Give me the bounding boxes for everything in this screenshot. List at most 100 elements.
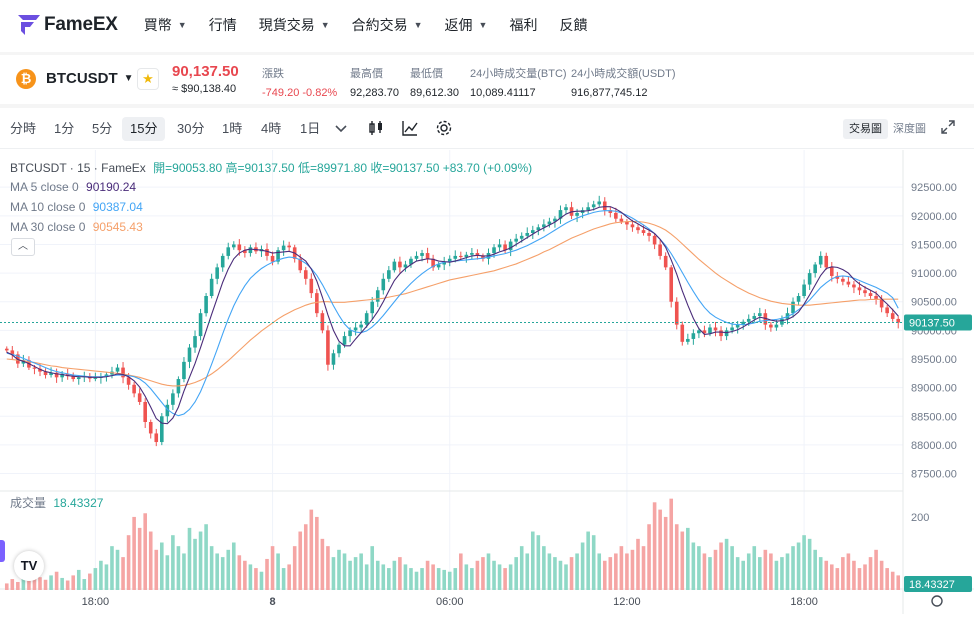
chevron-down-icon[interactable]	[332, 119, 350, 137]
volume-bar	[470, 568, 474, 590]
candle-body	[852, 284, 856, 288]
legend-ma30: MA 30 close 0 90545.43	[10, 220, 143, 234]
tf-30m[interactable]: 30分	[177, 121, 205, 136]
indicator-icon[interactable]	[401, 119, 419, 137]
y-tick-label: 91500.00	[911, 239, 957, 251]
volume-bar	[591, 535, 596, 590]
candle-body	[885, 307, 889, 314]
nav-feedback[interactable]: 反饋	[559, 15, 587, 35]
nav-label: 買幣	[143, 17, 172, 33]
nav-label: 現貨交易	[258, 17, 315, 33]
settings-gear-icon[interactable]	[435, 119, 453, 137]
volume-bar	[409, 568, 413, 590]
volume-bar	[464, 564, 469, 590]
volume-bar	[852, 560, 856, 590]
volume-bar	[719, 542, 723, 590]
candle-body	[752, 316, 757, 319]
nav-label: 反饋	[559, 17, 588, 33]
nav-spot-trading[interactable]: 現貨交易 ▼	[259, 15, 330, 35]
view-trading-chart-button[interactable]: 交易圖	[843, 119, 888, 139]
stat-value: -749.20 -0.82%	[262, 87, 338, 99]
volume-bar	[348, 560, 352, 590]
candle-body	[481, 255, 485, 259]
volume-bar	[508, 564, 513, 590]
candle-body	[375, 290, 380, 302]
volume-bar	[121, 557, 125, 590]
candle-body	[364, 313, 369, 325]
chevron-down-icon: ▼	[320, 20, 330, 30]
volume-bar	[137, 527, 142, 590]
volume-bar	[841, 557, 845, 590]
favorite-star-icon[interactable]: ★	[137, 68, 159, 90]
candle-body	[65, 373, 70, 377]
volume-bar	[758, 557, 762, 590]
candle-body	[182, 361, 186, 380]
candle-body	[758, 313, 762, 317]
volume-bar	[370, 546, 375, 590]
tf-1m[interactable]: 1分	[54, 121, 75, 136]
candle-body	[248, 247, 253, 254]
volume-bar	[553, 557, 557, 590]
chart-settings-icon[interactable]	[931, 595, 943, 607]
fameex-logo[interactable]: FameEX	[18, 14, 118, 36]
chart-canvas[interactable]: 92500.00 92000.00 91500.00 91000.00 90500.00…	[0, 150, 974, 614]
tf-5m[interactable]: 5分	[92, 121, 113, 136]
y-tick-label: 89000.00	[911, 383, 957, 395]
volume-bar	[547, 553, 552, 590]
candle-body	[315, 293, 319, 314]
candlestick-chart[interactable]: 92500.00 92000.00 91500.00 91000.00 90500.00…	[0, 150, 974, 614]
tf-1d[interactable]: 1日	[300, 121, 321, 136]
volume-bar	[359, 553, 363, 590]
volume-bar	[708, 557, 712, 590]
candle-body	[359, 324, 363, 328]
candle-body	[625, 221, 629, 225]
nav-rewards[interactable]: 福利	[509, 15, 537, 35]
volume-bar	[71, 575, 76, 590]
volume-bar	[237, 555, 242, 590]
volume-bar	[691, 542, 696, 590]
nav-markets[interactable]: 行情	[209, 15, 237, 35]
stat-value: 89,612.30	[410, 87, 459, 99]
candle-body	[503, 244, 507, 251]
view-depth-chart-button[interactable]: 深度圖	[893, 123, 926, 135]
candle-body	[746, 318, 751, 322]
volume-bar	[353, 557, 358, 590]
volume-bar	[492, 560, 496, 590]
tf-timeline[interactable]: 分時	[10, 121, 37, 136]
candle-body	[303, 270, 308, 279]
candle-body	[702, 330, 707, 334]
volume-bar	[281, 568, 286, 590]
candle-body	[281, 245, 286, 251]
nav-buy-crypto[interactable]: 買幣 ▼	[144, 15, 187, 35]
candle-body	[614, 212, 618, 219]
symbol-name: BTCUSDT	[46, 70, 118, 87]
tradingview-logo[interactable]: TV	[14, 551, 44, 581]
collapse-legend-button[interactable]: ︿	[11, 238, 35, 256]
stat-high: 最高價 92,283.70	[350, 65, 399, 99]
candle-body	[148, 422, 153, 434]
tf-4h[interactable]: 4時	[261, 121, 282, 136]
candlestick-icon[interactable]	[367, 119, 385, 137]
nav-futures-trading[interactable]: 合約交易 ▼	[352, 15, 423, 35]
candle-body	[780, 318, 784, 325]
volume-bar	[375, 560, 380, 590]
tf-15m[interactable]: 15分	[122, 117, 166, 141]
volume-value: 18.43327	[53, 496, 104, 510]
divider	[0, 52, 974, 55]
volume-bar	[525, 553, 530, 590]
volume-bar	[342, 553, 347, 590]
tf-1h[interactable]: 1時	[222, 121, 243, 136]
candle-body	[508, 241, 513, 251]
candle-body	[547, 221, 552, 225]
volume-bar	[65, 580, 70, 590]
volume-bar	[602, 560, 607, 590]
volume-bar	[829, 564, 834, 590]
chart-legend-ohlc: BTCUSDT · 15 · FameEx 開=90053.80 高=90137…	[10, 159, 532, 176]
symbol-selector[interactable]: BTCUSDT ▼	[46, 70, 134, 87]
fullscreen-icon[interactable]	[940, 119, 956, 135]
side-panel-tab[interactable]	[0, 540, 5, 562]
candle-body	[398, 261, 402, 268]
nav-rebate[interactable]: 返佣 ▼	[445, 15, 488, 35]
ma30-label: MA 30 close 0	[10, 220, 86, 234]
volume-bar	[381, 564, 386, 590]
